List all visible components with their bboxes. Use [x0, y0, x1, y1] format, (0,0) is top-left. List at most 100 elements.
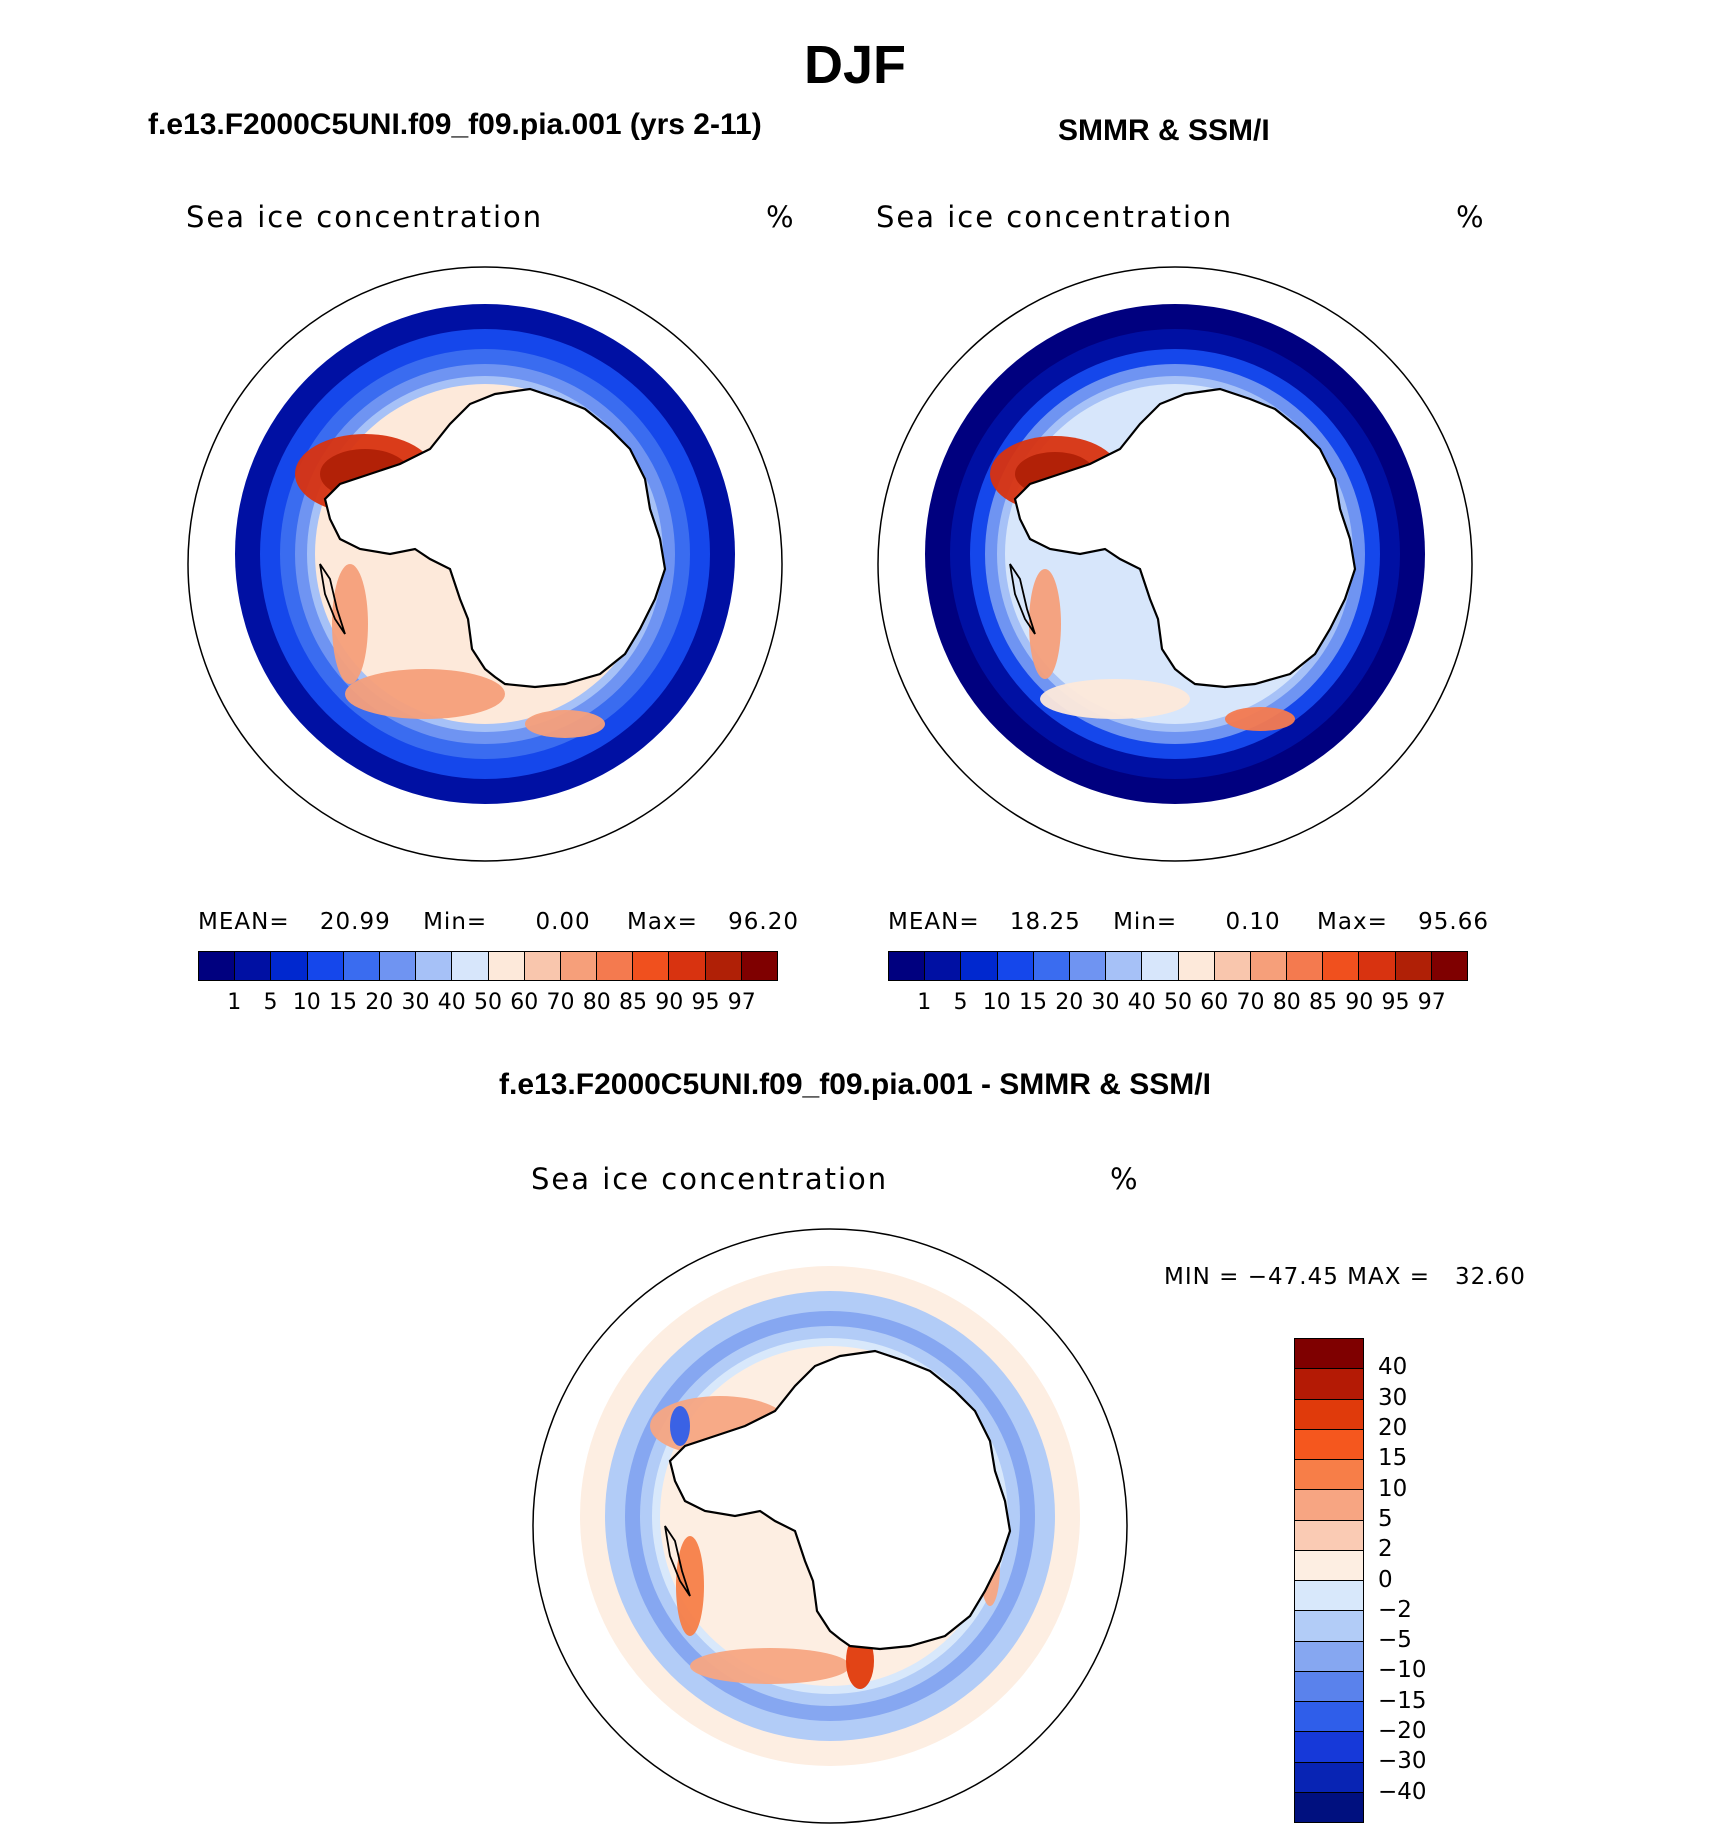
left-unit-label: % [766, 200, 794, 234]
left-colorbar-cell [271, 952, 308, 980]
left-colorbar-tick-label: 90 [655, 990, 684, 1015]
left-min-label: Min= [423, 909, 488, 935]
right-colorbar-cell [1250, 952, 1288, 980]
left-colorbar-tick-label: 60 [510, 990, 539, 1015]
right-colorbar-tick-label: 97 [1417, 990, 1446, 1015]
diff-colorbar-tick-label: 10 [1378, 1475, 1408, 1502]
diff-antarctica-coastline [668, 1349, 1012, 1651]
diff-colorbar [1294, 1338, 1364, 1823]
diff-minmax: MIN = −47.45 MAX = 32.60 [1164, 1264, 1526, 1290]
right-stats: MEAN= 18.25 Min= 0.10 Max= 95.66 [888, 909, 1489, 935]
left-antarctica-coastline [323, 387, 667, 689]
diff-colorbar-cell [1295, 1460, 1363, 1491]
figure-title: DJF [803, 35, 906, 95]
right-colorbar-cell [1142, 952, 1179, 980]
right-colorbar-tick-label: 80 [1272, 990, 1301, 1015]
left-colorbar-tick-label: 97 [727, 990, 756, 1015]
left-colorbar-cell [452, 952, 489, 980]
left-colorbar-cell [235, 952, 272, 980]
left-colorbar-cell [343, 952, 380, 980]
diff-colorbar-tick-label: −15 [1378, 1687, 1427, 1714]
left-colorbar-tick-label: 10 [292, 990, 321, 1015]
left-colorbar-tick-label: 50 [474, 990, 502, 1015]
diff-colorbar-cell [1295, 1762, 1363, 1793]
diff-colorbar-cell [1295, 1702, 1363, 1733]
left-colorbar-cell [524, 952, 561, 980]
right-peninsula-outline [1009, 563, 1036, 635]
diff-anomaly-patch [676, 1536, 704, 1636]
left-colorbar-ticks: 1 5 10 15 20 30 40 50 60 70 80 85 90 95 97 [198, 990, 778, 1020]
diff-colorbar-cell [1295, 1429, 1363, 1460]
right-colorbar-cell [1323, 952, 1360, 980]
diff-colorbar-tick-label: −20 [1378, 1718, 1427, 1745]
left-mean-label: MEAN= [198, 909, 290, 935]
diff-unit-label: % [1110, 1162, 1138, 1196]
left-colorbar-tick-label: 15 [329, 990, 357, 1015]
right-colorbar-cell [1395, 952, 1432, 980]
diff-colorbar-tick-label: 0 [1378, 1566, 1393, 1593]
diff-colorbar-cell [1295, 1792, 1363, 1822]
diff-colorbar-tick-label: 30 [1378, 1384, 1408, 1411]
right-colorbar-cell [925, 952, 962, 980]
left-colorbar-tick-label: 70 [546, 990, 575, 1015]
left-colorbar-cell [416, 952, 453, 980]
diff-colorbar-cell [1295, 1671, 1363, 1702]
right-min-value: 0.10 [1225, 909, 1281, 935]
left-colorbar-tick-label: 5 [263, 990, 278, 1015]
diff-colorbar-cell [1295, 1339, 1363, 1370]
left-colorbar-cell [741, 952, 777, 980]
right-colorbar-cell [1214, 952, 1251, 980]
right-colorbar-cell [1178, 952, 1215, 980]
right-colorbar-cell [1431, 952, 1467, 980]
diff-colorbar-cell [1295, 1641, 1363, 1672]
right-min-label: Min= [1113, 909, 1178, 935]
right-colorbar-cell [997, 952, 1034, 980]
diff-panel-title: f.e13.F2000C5UNI.f09_f09.pia.001 - SMMR … [499, 1068, 1211, 1101]
left-colorbar-tick-label: 20 [365, 990, 394, 1015]
left-colorbar-cell [705, 952, 742, 980]
left-panel-title: f.e13.F2000C5UNI.f09_f09.pia.001 (yrs 2-… [148, 108, 762, 141]
diff-colorbar-cell [1295, 1611, 1363, 1642]
right-colorbar-cell [1033, 952, 1070, 980]
diff-colorbar-tick-label: 2 [1378, 1536, 1393, 1563]
left-colorbar-cell [307, 952, 344, 980]
diff-peninsula-outline [664, 1525, 691, 1597]
diff-colorbar-tick-label: −30 [1378, 1748, 1427, 1775]
left-mean-value: 20.99 [319, 909, 391, 935]
right-colorbar-tick-label: 20 [1055, 990, 1084, 1015]
diff-colorbar-tick-label: −40 [1378, 1778, 1427, 1805]
left-colorbar-tick-label: 40 [437, 990, 466, 1015]
right-colorbar-tick-label: 5 [953, 990, 968, 1015]
right-colorbar-tick-label: 95 [1381, 990, 1410, 1015]
right-colorbar-cell [1069, 952, 1107, 980]
left-colorbar-tick-label: 85 [619, 990, 647, 1015]
diff-colorbar-tick-label: 40 [1378, 1354, 1408, 1381]
diff-colorbar-cell [1295, 1490, 1363, 1521]
left-anomaly-patch [525, 710, 605, 738]
right-colorbar-tick-label: 60 [1200, 990, 1229, 1015]
right-panel-title: SMMR & SSM/I [1058, 114, 1270, 147]
left-variable-label: Sea ice concentration [186, 200, 544, 234]
right-colorbar-tick-label: 50 [1164, 990, 1192, 1015]
right-colorbar-tick-label: 30 [1091, 990, 1120, 1015]
diff-colorbar-cell [1295, 1581, 1363, 1612]
left-peninsula-outline [319, 563, 346, 635]
diff-anomaly-patch [670, 1406, 690, 1446]
right-colorbar-tick-label: 10 [982, 990, 1011, 1015]
diff-polar-map [532, 1228, 1128, 1824]
right-colorbar-cell [1359, 952, 1396, 980]
diff-colorbar-cell [1295, 1550, 1363, 1581]
diff-colorbar-tick-label: 20 [1378, 1414, 1408, 1441]
diff-colorbar-cell [1295, 1520, 1363, 1551]
right-colorbar-tick-label: 15 [1019, 990, 1047, 1015]
right-unit-label: % [1456, 200, 1484, 234]
diff-colorbar-tick-label: 15 [1378, 1445, 1408, 1472]
diff-colorbar-cell [1295, 1369, 1363, 1400]
right-anomaly-patch [1225, 707, 1295, 731]
left-colorbar-cell [597, 952, 634, 980]
diff-colorbar-tick-label: −2 [1378, 1596, 1412, 1623]
right-colorbar-cell [889, 952, 926, 980]
left-colorbar-cell [633, 952, 670, 980]
left-colorbar [198, 951, 778, 981]
right-mean-label: MEAN= [888, 909, 980, 935]
